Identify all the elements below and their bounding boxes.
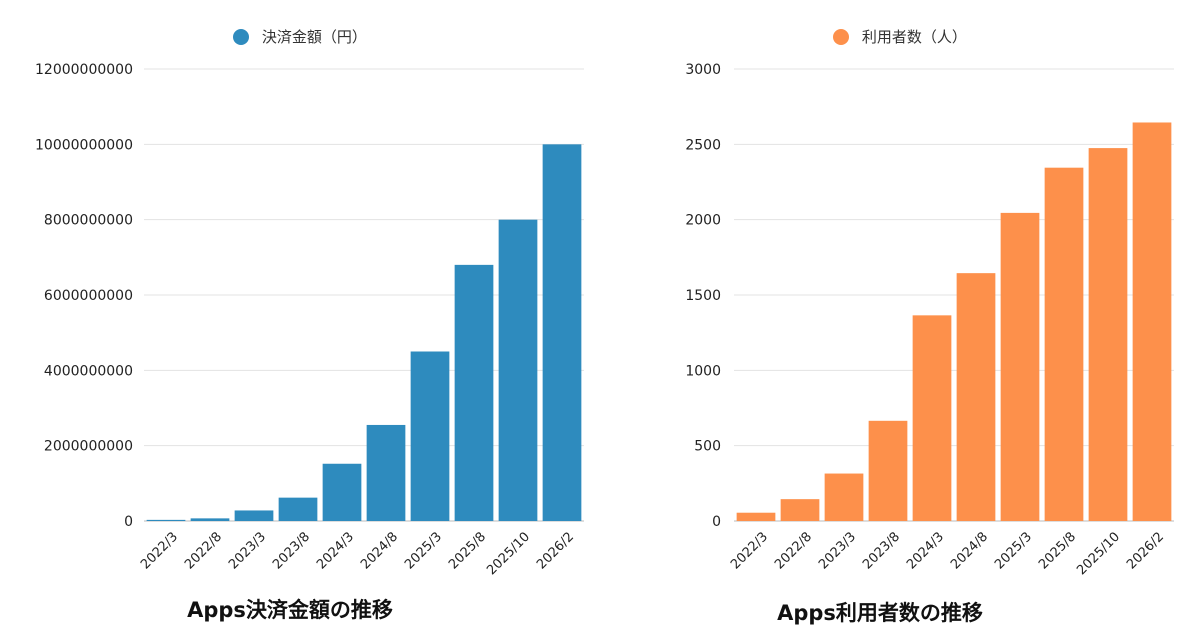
y-tick-label: 2000000000 bbox=[44, 439, 133, 455]
x-tick-label: 2026/2 bbox=[1124, 529, 1167, 572]
x-tick-label: 2023/3 bbox=[816, 529, 859, 572]
payment-amount-chart: 決済金額（円） 0 2000000000 4000000000 6000000000 8… bbox=[0, 26, 600, 622]
bar bbox=[1088, 148, 1128, 521]
x-tick-label: 2025/10 bbox=[1074, 529, 1123, 578]
y-tick-label: 6000000000 bbox=[44, 288, 133, 304]
x-tick-label: 2023/3 bbox=[226, 529, 269, 572]
payment-legend: 決済金額（円） bbox=[0, 26, 600, 47]
x-tick-label: 2024/8 bbox=[948, 529, 991, 572]
x-tick-label: 2023/8 bbox=[860, 529, 903, 572]
payment-legend-label: 決済金額（円） bbox=[261, 28, 367, 46]
users-legend-label: 利用者数（人） bbox=[861, 28, 967, 46]
x-tick-label: 2024/3 bbox=[904, 529, 947, 572]
bar bbox=[146, 519, 186, 521]
bar bbox=[824, 473, 864, 521]
user-count-chart: 利用者数（人） 0 500 1000 1500 2000 2500 3000 2022/3 20… bbox=[600, 0, 1200, 630]
x-tick-label: 2024/8 bbox=[358, 529, 401, 572]
y-tick-label: 10000000000 bbox=[35, 137, 133, 153]
x-tick-label: 2025/3 bbox=[402, 529, 445, 572]
payment-chart-plot: 0 2000000000 4000000000 6000000000 800000000… bbox=[35, 62, 584, 578]
x-tick-label: 2023/8 bbox=[270, 529, 313, 572]
x-tick-label: 2022/8 bbox=[772, 529, 815, 572]
x-tick-label: 2026/2 bbox=[534, 529, 577, 572]
bar bbox=[912, 315, 952, 521]
y-tick-label: 4000000000 bbox=[44, 363, 133, 379]
payment-chart-title: Apps決済金額の推移 bbox=[187, 598, 393, 622]
bar bbox=[498, 219, 538, 521]
legend-swatch-icon bbox=[833, 29, 850, 45]
bar bbox=[956, 273, 996, 521]
bar bbox=[868, 420, 908, 521]
x-tick-label: 2025/8 bbox=[1036, 529, 1079, 572]
y-tick-label: 12000000000 bbox=[35, 62, 133, 78]
x-tick-label: 2025/10 bbox=[484, 529, 533, 578]
x-tick-label: 2024/3 bbox=[314, 529, 357, 572]
y-tick-label: 500 bbox=[694, 439, 721, 455]
y-tick-label: 0 bbox=[124, 514, 133, 530]
bar bbox=[322, 463, 362, 521]
y-tick-label: 3000 bbox=[685, 62, 721, 78]
bar bbox=[410, 351, 450, 521]
bar bbox=[736, 512, 776, 521]
bar bbox=[542, 144, 582, 522]
y-tick-label: 1000 bbox=[685, 363, 721, 379]
x-tick-label: 2025/8 bbox=[446, 529, 489, 572]
bar bbox=[1000, 212, 1040, 522]
x-tick-label: 2022/3 bbox=[138, 529, 181, 572]
bar bbox=[234, 510, 274, 521]
bar bbox=[1044, 167, 1084, 522]
users-legend: 利用者数（人） bbox=[600, 26, 1200, 47]
legend-swatch-icon bbox=[233, 29, 250, 45]
x-tick-label: 2025/3 bbox=[992, 529, 1035, 572]
bar bbox=[190, 518, 230, 521]
y-tick-label: 2000 bbox=[685, 213, 721, 229]
x-tick-label: 2022/8 bbox=[182, 529, 225, 572]
y-tick-label: 8000000000 bbox=[44, 213, 133, 229]
bar bbox=[1132, 122, 1172, 521]
y-tick-label: 2500 bbox=[685, 137, 721, 153]
users-chart-title: Apps利用者数の推移 bbox=[777, 601, 983, 625]
bar bbox=[454, 264, 494, 521]
x-tick-label: 2022/3 bbox=[728, 529, 771, 572]
y-tick-label: 1500 bbox=[685, 288, 721, 304]
y-tick-label: 0 bbox=[712, 514, 721, 530]
bar bbox=[278, 497, 318, 521]
bar bbox=[780, 499, 820, 521]
bar bbox=[366, 424, 406, 521]
